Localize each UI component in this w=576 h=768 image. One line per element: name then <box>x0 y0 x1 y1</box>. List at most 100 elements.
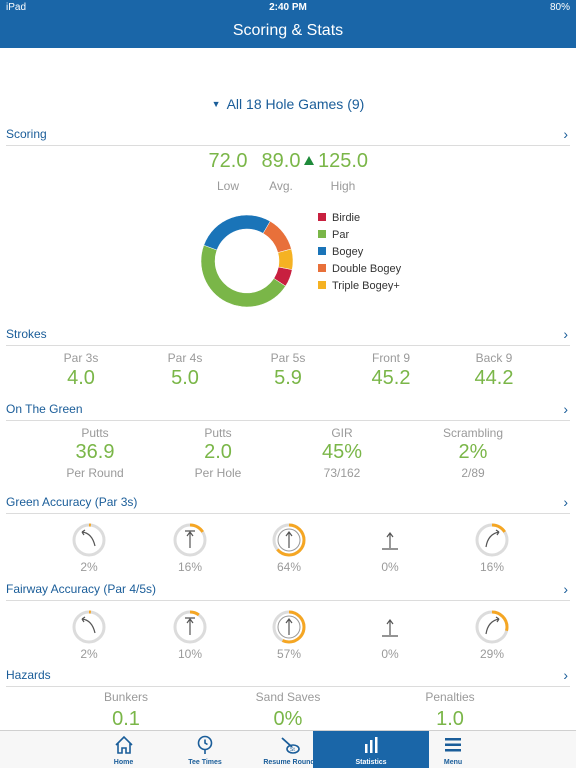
gauge-arrow <box>81 616 96 634</box>
accuracy-gauge: 29% <box>472 609 512 661</box>
stat-penalties: Penalties 1.0 <box>390 690 510 731</box>
stat-label: Back 9 <box>475 351 513 365</box>
stat-par5: Par 5s 5.9 <box>238 351 338 390</box>
stat-label: Par 4s <box>167 351 203 365</box>
accuracy-gauge: 0% <box>370 522 410 574</box>
gauge-fill <box>72 523 106 557</box>
stat-putts-round: Putts 36.9 Per Round <box>35 426 155 480</box>
stat-label: GIR <box>331 426 353 440</box>
game-filter-label: All 18 Hole Games (9) <box>226 96 365 112</box>
score-low-value: 72.0 <box>208 150 248 172</box>
tab-statistics[interactable]: Statistics <box>313 731 429 768</box>
section-title: Green Accuracy (Par 3s) <box>6 495 138 509</box>
stat-value: 0% <box>273 708 303 730</box>
stat-scrambling: Scrambling 2% 2/89 <box>413 426 533 480</box>
tab-home[interactable]: Home <box>66 731 181 768</box>
home-icon <box>114 735 133 754</box>
battery-label: 80% <box>549 2 570 13</box>
stat-label: Penalties <box>425 690 475 704</box>
gauge-arrow <box>285 618 293 635</box>
chevron-right-icon: › <box>563 401 568 417</box>
stat-label: Scrambling <box>442 426 504 440</box>
status-time: 2:40 PM <box>269 2 307 13</box>
stat-value: 4.0 <box>67 367 95 389</box>
arrow-right-icon <box>475 610 509 644</box>
gauge-arrow <box>485 616 500 635</box>
stat-value: 2% <box>458 441 488 463</box>
gauge-fill <box>173 523 207 557</box>
donut-slice-par <box>200 244 286 308</box>
chevron-right-icon: › <box>563 667 568 683</box>
trend-up-icon <box>304 156 314 165</box>
section-title: Scoring <box>6 127 47 141</box>
gauge-percent: 10% <box>177 647 203 661</box>
golf-club-icon: St <box>281 737 300 754</box>
tab-tee-times[interactable]: Tee Times <box>181 731 229 768</box>
gauge-fill <box>272 610 306 644</box>
stat-back9: Back 9 44.2 <box>444 351 544 390</box>
score-avg: 89.0 Avg. <box>246 150 316 193</box>
stat-label: Front 9 <box>371 351 410 365</box>
score-low: 72.0 Low <box>193 150 263 193</box>
section-strokes-header[interactable]: Strokes › <box>0 326 576 347</box>
section-on-the-green-header[interactable]: On The Green › <box>0 401 576 422</box>
scoring-legend: Birdie Par Bogey Double Bogey Triple Bog… <box>318 212 401 297</box>
tab-bar: Home Tee Times St Resume Round Statistic… <box>0 730 576 768</box>
page-title: Scoring & Stats <box>232 22 344 39</box>
arrow-left-icon <box>72 610 106 644</box>
section-title: Fairway Accuracy (Par 4/5s) <box>6 582 157 596</box>
gauge-fill <box>173 610 207 644</box>
tab-menu[interactable]: Menu <box>429 731 477 768</box>
donut-slice-double-bogey <box>262 220 292 253</box>
chevron-right-icon: › <box>563 326 568 342</box>
stat-front9: Front 9 45.2 <box>341 351 441 390</box>
section-scoring-header[interactable]: Scoring › <box>0 126 576 147</box>
legend-swatch <box>318 264 326 272</box>
gauge-fill <box>72 610 106 644</box>
chevron-right-icon: › <box>563 494 568 510</box>
stat-sub: Per Round <box>66 466 124 480</box>
gauge-percent: 16% <box>479 560 505 574</box>
section-hazards-header[interactable]: Hazards › <box>0 667 576 688</box>
gauge-percent: 64% <box>276 560 302 574</box>
arrow-short-icon <box>382 532 398 550</box>
legend-swatch <box>318 230 326 238</box>
section-fairway-accuracy-header[interactable]: Fairway Accuracy (Par 4/5s) › <box>0 581 576 602</box>
score-avg-label: Avg. <box>269 179 293 193</box>
arrow-up-icon <box>173 610 207 644</box>
stat-par4: Par 4s 5.0 <box>135 351 235 390</box>
gauge-arrow <box>185 617 195 635</box>
legend-swatch <box>318 213 326 221</box>
menu-icon <box>445 738 461 752</box>
gauge-percent: 29% <box>479 647 505 661</box>
stat-value: 2.0 <box>204 441 232 463</box>
section-title: Hazards <box>6 668 51 682</box>
stat-sub: 2/89 <box>461 466 485 480</box>
gauge-arrow <box>185 530 195 548</box>
gauge-percent: 2% <box>80 647 98 661</box>
stat-value: 45% <box>321 441 363 463</box>
game-filter-dropdown[interactable]: ▼ All 18 Hole Games (9) <box>0 96 576 112</box>
tab-resume-round[interactable]: St Resume Round <box>255 731 323 768</box>
legend-label: Birdie <box>332 212 361 224</box>
stat-label: Sand Saves <box>255 690 321 704</box>
donut-slice-triple-bogey <box>277 248 294 270</box>
gauge-fill <box>475 523 509 557</box>
target-hit-icon <box>272 610 306 644</box>
chevron-right-icon: › <box>563 581 568 597</box>
legend-item-bogey: Bogey <box>318 246 401 263</box>
stat-label: Putts <box>204 426 232 440</box>
section-green-accuracy-header[interactable]: Green Accuracy (Par 3s) › <box>0 494 576 515</box>
nav-header: Scoring & Stats <box>0 16 576 48</box>
stat-value: 5.9 <box>274 367 302 389</box>
gauge-inner-ring <box>277 615 301 639</box>
stat-putts-hole: Putts 2.0 Per Hole <box>158 426 278 480</box>
divider <box>6 513 570 514</box>
stat-label: Par 3s <box>63 351 99 365</box>
stat-label: Par 5s <box>270 351 306 365</box>
legend-label: Par <box>332 229 350 241</box>
device-label: iPad <box>6 2 27 13</box>
legend-label: Double Bogey <box>332 263 402 275</box>
accuracy-gauge: 57% <box>269 609 309 661</box>
legend-item-birdie: Birdie <box>318 212 401 229</box>
